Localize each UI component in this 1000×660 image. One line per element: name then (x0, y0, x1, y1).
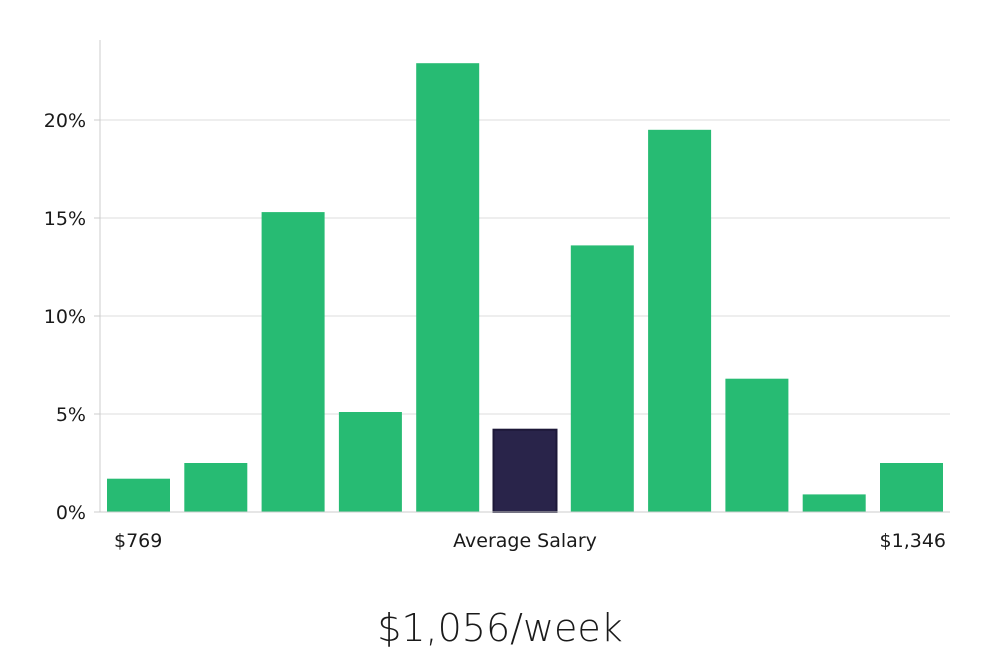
grid-layer (100, 119, 950, 415)
x-max-label: $1,346 (880, 530, 946, 552)
y-tick-label: 10% (44, 306, 86, 328)
salary-bar (107, 478, 170, 512)
salary-bar (570, 245, 634, 512)
salary-bar (338, 412, 402, 512)
average-salary-bar (492, 428, 558, 514)
x-center-label: Average Salary (453, 530, 597, 552)
salary-distribution-chart: 0% 5% 10% 15% 20% $769 Average Salary $1,346 (44, 40, 950, 552)
x-min-label: $769 (114, 530, 162, 552)
y-tick-label: 15% (44, 208, 86, 230)
salary-bar (416, 63, 480, 512)
salary-bar (802, 494, 866, 512)
salary-bar (725, 378, 789, 512)
bars-layer (107, 63, 943, 514)
salary-bar (648, 129, 712, 513)
y-tick-label: 0% (56, 502, 86, 524)
y-axis-tick-labels: 0% 5% 10% 15% 20% (44, 110, 100, 524)
salary-bar (184, 463, 248, 512)
salary-bar (880, 463, 943, 512)
average-salary-value: $1,056/week (377, 606, 623, 650)
y-tick-label: 20% (44, 110, 86, 132)
salary-bar (261, 212, 325, 512)
y-tick-label: 5% (56, 404, 86, 426)
